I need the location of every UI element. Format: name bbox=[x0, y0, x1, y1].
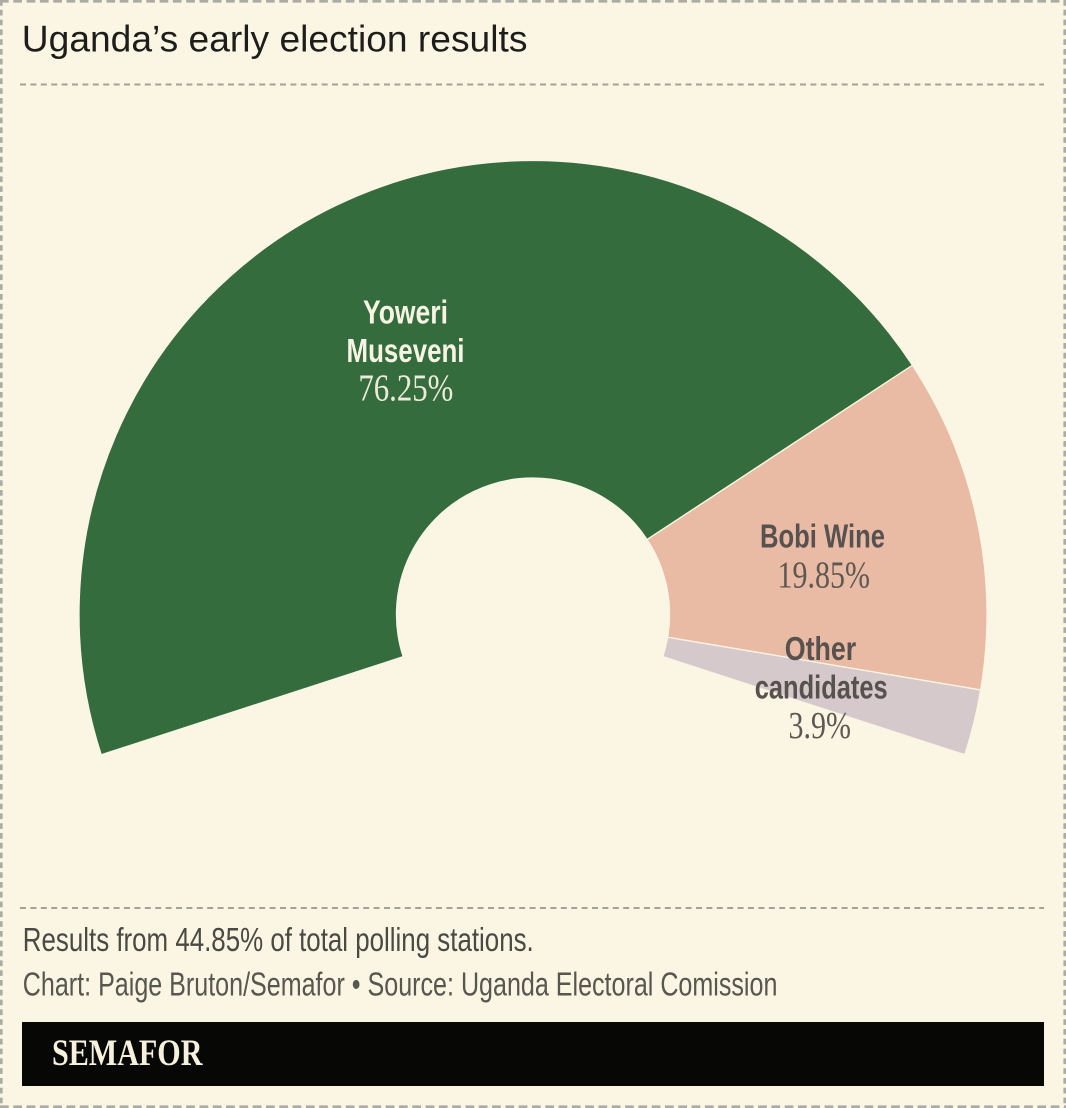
svg-text:Chart: Paige Bruton/Semafor •: Chart: Paige Bruton/Semafor • Source: Ug… bbox=[23, 966, 778, 1003]
svg-text:Yoweri: Yoweri bbox=[363, 295, 448, 332]
svg-text:Results from 44.85% of total p: Results from 44.85% of total polling sta… bbox=[23, 922, 534, 959]
svg-text:Uganda’s early election result: Uganda’s early election results bbox=[22, 17, 528, 59]
svg-text:candidates: candidates bbox=[755, 669, 888, 706]
svg-text:76.25%: 76.25% bbox=[358, 367, 453, 409]
svg-text:3.9%: 3.9% bbox=[788, 705, 850, 747]
svg-text:19.85%: 19.85% bbox=[777, 554, 869, 596]
svg-text:Bobi Wine: Bobi Wine bbox=[760, 518, 885, 555]
svg-text:Museveni: Museveni bbox=[347, 333, 465, 370]
svg-text:SEMAFOR: SEMAFOR bbox=[52, 1033, 203, 1073]
svg-text:Other: Other bbox=[785, 631, 857, 667]
